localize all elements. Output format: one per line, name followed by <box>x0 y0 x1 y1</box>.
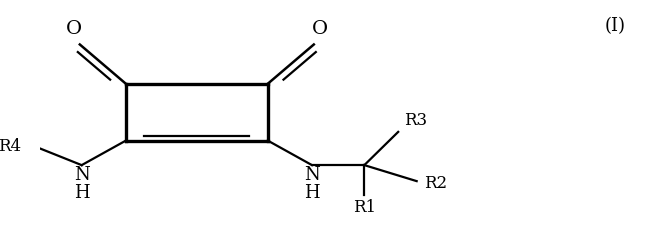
Text: R1: R1 <box>353 199 376 216</box>
Text: H: H <box>74 184 89 202</box>
Text: N: N <box>74 166 89 184</box>
Text: R2: R2 <box>424 175 447 191</box>
Text: O: O <box>66 20 81 38</box>
Text: N: N <box>304 166 320 184</box>
Text: (I): (I) <box>605 17 626 35</box>
Text: R3: R3 <box>404 112 428 129</box>
Text: R4: R4 <box>0 138 21 155</box>
Text: O: O <box>312 20 328 38</box>
Text: H: H <box>304 184 320 202</box>
